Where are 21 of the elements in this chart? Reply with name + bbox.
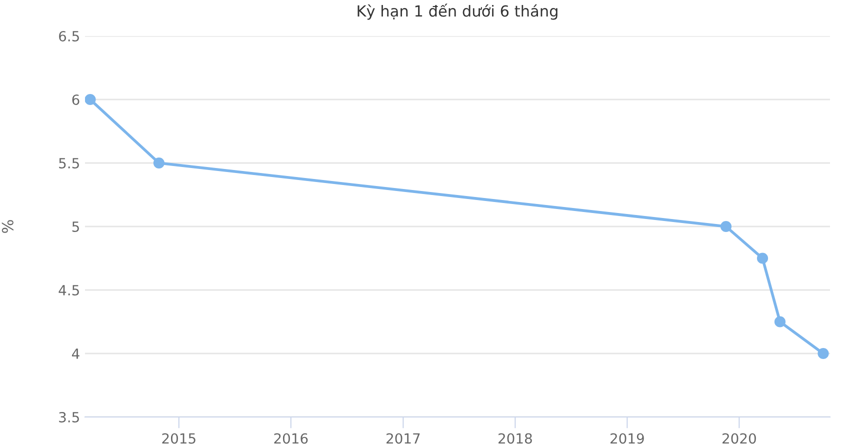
x-tick-label: 2019: [610, 433, 644, 444]
x-tick-label: 2015: [162, 433, 196, 444]
point: [720, 220, 732, 232]
y-tick-label: 6: [72, 94, 80, 105]
y-tick-label: 4.5: [58, 285, 79, 296]
x-tick-label: 2020: [722, 433, 756, 444]
y-tick-label: 5: [72, 222, 79, 232]
point: [85, 94, 96, 106]
y-tick-label: 6.5: [59, 30, 79, 42]
chart-title: Kỳ hạn 1 đến dưới 6 tháng: [358, 4, 558, 20]
point: [818, 348, 829, 360]
y-tick-label: 5.5: [59, 158, 79, 168]
y-tick-label: 4: [72, 348, 80, 359]
point: [774, 316, 786, 328]
y-axis-title: %: [2, 220, 14, 233]
x-tick-label: 2018: [498, 433, 532, 444]
x-tick-label: 2016: [274, 433, 308, 444]
point: [756, 252, 768, 264]
point: [153, 157, 165, 169]
x-tick-label: 2017: [386, 433, 420, 444]
y-tick-label: 3.5: [59, 412, 79, 422]
